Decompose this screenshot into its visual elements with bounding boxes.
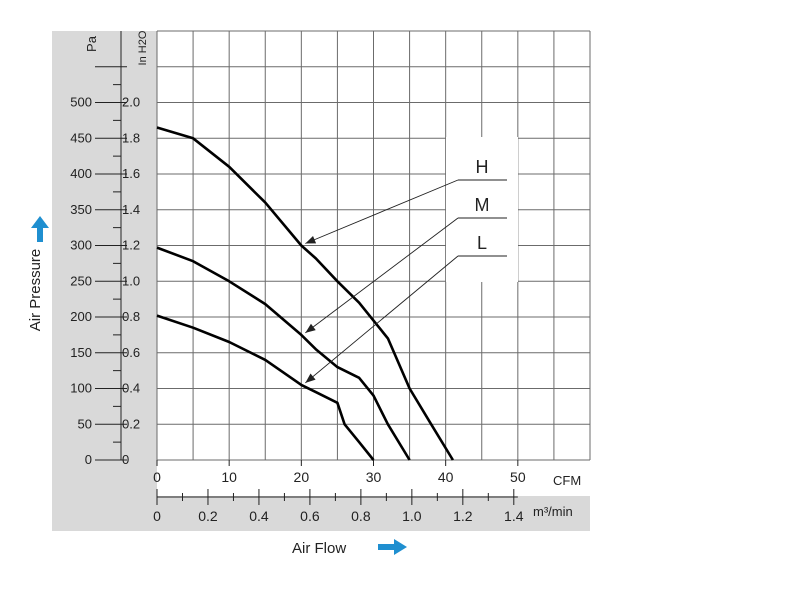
legend-arrowhead-l <box>305 373 316 383</box>
x-unit-primary: CFM <box>553 473 581 488</box>
x-tick-label-secondary: 0 <box>153 508 161 524</box>
y-tick-label-primary: 400 <box>70 166 92 181</box>
axes <box>95 31 519 505</box>
y-tick-label-secondary: 0.2 <box>122 416 140 431</box>
y-tick-label-primary: 150 <box>70 345 92 360</box>
y-tick-label-secondary: 1.6 <box>122 166 140 181</box>
y-tick-label-secondary: 0.4 <box>122 381 140 396</box>
x-axis-title: Air Flow <box>292 540 346 557</box>
y-tick-label-primary: 200 <box>70 309 92 324</box>
x-tick-label-secondary: 1.2 <box>453 508 473 524</box>
series-line-m <box>156 246 411 461</box>
x-tick-label-secondary: 0.8 <box>351 508 371 524</box>
y-axis-arrow-icon <box>31 216 49 242</box>
x-tick-label-primary: 0 <box>153 469 161 485</box>
x-unit-secondary: m³/min <box>533 504 573 519</box>
legend-arrowhead-m <box>305 323 316 333</box>
legend-label-h: H <box>476 157 489 177</box>
y-tick-label-primary: 50 <box>78 416 92 431</box>
series-curves <box>156 126 455 461</box>
x-tick-label-primary: 40 <box>438 469 454 485</box>
y-tick-label-secondary: 0.6 <box>122 345 140 360</box>
y-tick-label-secondary: 1.0 <box>122 273 140 288</box>
x-tick-label-primary: 30 <box>366 469 382 485</box>
legend-label-l: L <box>477 233 487 253</box>
series-line-l <box>156 314 375 461</box>
y-tick-label-secondary: 2.0 <box>122 95 140 110</box>
y-tick-label-secondary: 0 <box>122 452 129 467</box>
y-unit-primary: Pa <box>84 35 99 52</box>
y-tick-label-primary: 250 <box>70 273 92 288</box>
x-tick-label-primary: 50 <box>510 469 526 485</box>
y-tick-label-primary: 300 <box>70 238 92 253</box>
y-tick-label-primary: 100 <box>70 381 92 396</box>
y-tick-label-primary: 500 <box>70 95 92 110</box>
legend-box <box>446 137 518 282</box>
x-tick-label-secondary: 0.4 <box>249 508 269 524</box>
y-tick-label-secondary: 1.8 <box>122 130 140 145</box>
y-tick-labels-primary: 0 50 100 150 200 250 300 350 400 450 500 <box>70 95 92 468</box>
legend-leader-l <box>305 255 459 384</box>
y-tick-label-primary: 450 <box>70 130 92 145</box>
x-tick-label-secondary: 1.4 <box>504 508 524 524</box>
x-tick-label-primary: 10 <box>221 469 237 485</box>
x-tick-label-primary: 20 <box>294 469 310 485</box>
legend-leader-h <box>305 179 459 244</box>
y-tick-label-primary: 350 <box>70 202 92 217</box>
x-tick-labels-secondary: 0 0.2 0.4 0.6 0.8 1.0 1.2 1.4 <box>153 508 524 524</box>
x-tick-label-secondary: 1.0 <box>402 508 422 524</box>
legend: HML <box>305 157 507 384</box>
y-axis-title: Air Pressure <box>27 249 44 332</box>
x-tick-label-secondary: 0.6 <box>300 508 320 524</box>
y-tick-label-primary: 0 <box>85 452 92 467</box>
y-tick-label-secondary: 1.2 <box>122 238 140 253</box>
x-tick-labels-primary: 0 10 20 30 40 50 <box>153 469 526 485</box>
legend-leader-m <box>305 217 459 334</box>
legend-arrowhead-h <box>305 235 317 244</box>
x-axis-arrow-icon <box>378 539 407 555</box>
x-tick-label-secondary: 0.2 <box>198 508 218 524</box>
legend-label-m: M <box>475 195 490 215</box>
y-tick-label-secondary: 1.4 <box>122 202 140 217</box>
y-unit-secondary: In H2O <box>137 30 149 65</box>
series-line-h <box>156 126 455 461</box>
y-tick-labels-secondary: 0 0.2 0.4 0.6 0.8 1.0 1.2 1.4 1.6 1.8 2.0 <box>122 95 140 468</box>
y-tick-label-secondary: 0.8 <box>122 309 140 324</box>
